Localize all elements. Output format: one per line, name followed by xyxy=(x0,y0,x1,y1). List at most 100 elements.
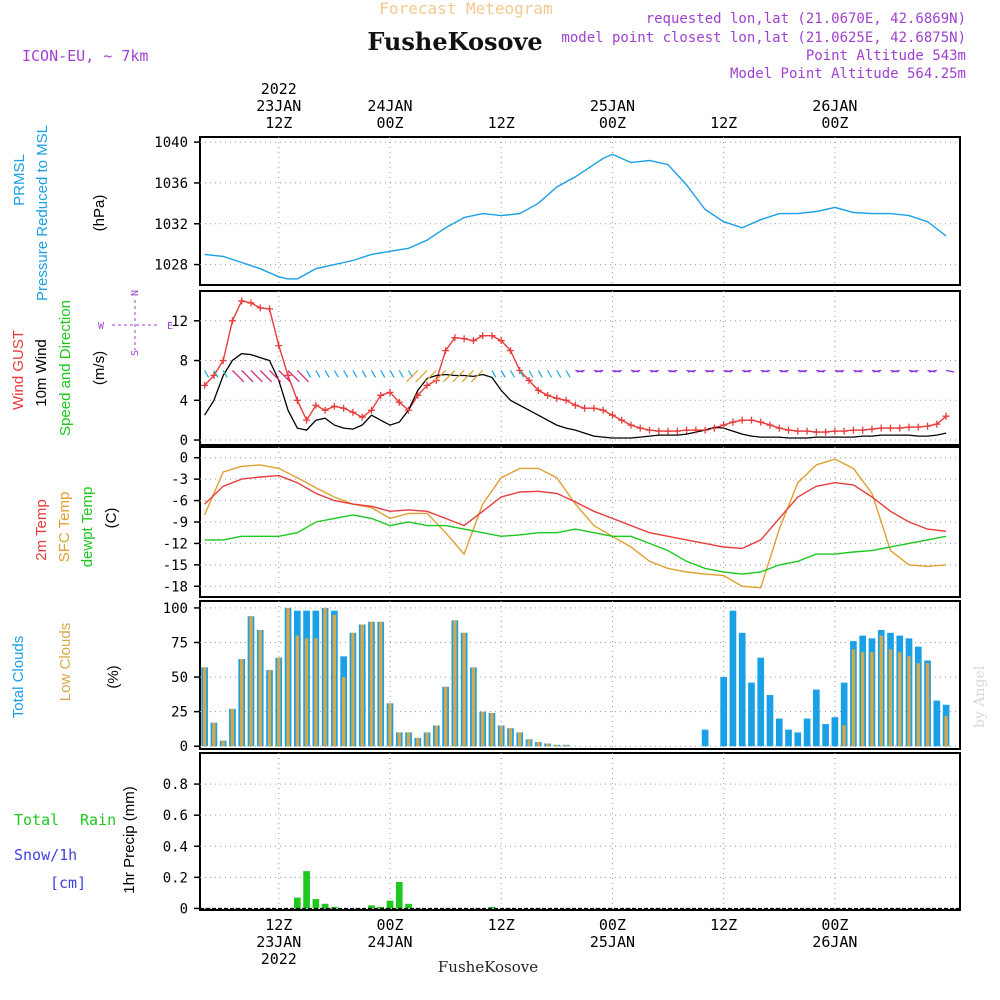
rain-bar xyxy=(395,882,403,909)
wind-direction-arrow xyxy=(595,369,604,373)
rain-bar xyxy=(368,905,375,909)
gust-marker xyxy=(924,422,932,430)
low-cloud-bar xyxy=(434,725,439,747)
low-cloud-bar xyxy=(527,739,531,747)
gust-marker xyxy=(664,427,672,435)
total-cloud-bar xyxy=(840,682,848,747)
temperature-ytick-label: 0 xyxy=(180,451,188,467)
gust-marker xyxy=(553,394,561,402)
rain-bar xyxy=(331,906,338,909)
wind-direction-arrow xyxy=(613,369,622,373)
precip-ytick-label: 0.6 xyxy=(163,808,188,824)
low-cloud-bar xyxy=(861,652,865,747)
low-cloud-bar xyxy=(221,740,225,747)
dewpt-temp-line xyxy=(204,514,947,575)
wind-direction-arrow xyxy=(817,369,826,373)
pressure-frame xyxy=(199,136,961,286)
gust-marker xyxy=(201,381,209,389)
low-cloud-bar xyxy=(416,737,420,747)
wind-direction-arrow xyxy=(259,370,272,383)
clouds-ytick-label: 0 xyxy=(180,739,188,755)
pressure-labels: PRMSL Pressure Reduced to MSL (hPa) xyxy=(11,125,108,301)
pressure-unit: (hPa) xyxy=(91,195,108,232)
wind-direction-arrow xyxy=(232,370,245,383)
wind-direction-arrow xyxy=(509,370,516,378)
gust-marker xyxy=(812,428,820,436)
low-cloud-bar xyxy=(851,649,856,747)
wind-direction-arrow xyxy=(519,370,525,378)
wind-ytick-label: 4 xyxy=(180,393,188,409)
gust-marker xyxy=(627,421,635,429)
gust-marker xyxy=(219,357,227,365)
total-cloud-bar xyxy=(738,632,746,747)
gust-marker xyxy=(247,299,255,307)
clouds-labels: Total Clouds Low Clouds (%) xyxy=(10,623,122,718)
total-cloud-bar xyxy=(701,729,709,747)
wind-direction-arrow xyxy=(491,370,497,378)
low-cloud-bar xyxy=(267,670,272,747)
gust-marker xyxy=(655,427,663,435)
gust-marker xyxy=(488,332,496,340)
wind-frame xyxy=(199,290,961,446)
compass-rose: W E N S xyxy=(98,290,173,356)
clouds-ytick-label: 100 xyxy=(163,601,188,617)
wind-label-b: 10m Wind xyxy=(33,339,50,407)
gust-marker xyxy=(877,424,885,432)
gust-marker xyxy=(673,427,681,435)
wind-direction-arrow xyxy=(743,369,752,373)
wind-direction-arrow xyxy=(443,370,456,383)
low-cloud-bar xyxy=(443,686,448,747)
gust-marker xyxy=(451,334,459,342)
precip-label-d: [cm] xyxy=(50,874,86,892)
low-cloud-bar xyxy=(369,621,374,747)
gust-marker xyxy=(312,401,320,409)
wind-direction-arrow xyxy=(780,369,789,373)
rain-bar xyxy=(386,900,394,909)
gust-marker xyxy=(646,426,654,434)
pressure-ytick-label: 1040 xyxy=(154,135,188,151)
wind-direction-arrow xyxy=(461,370,474,383)
precip-label-a: Total xyxy=(14,811,59,829)
gust-marker xyxy=(729,418,737,426)
rain-bar xyxy=(303,871,310,909)
gust-marker xyxy=(414,391,422,399)
top-time-label: 12Z xyxy=(488,114,515,132)
gust-marker xyxy=(562,396,570,404)
temperature-ytick-label: -15 xyxy=(163,558,188,574)
gust-marker xyxy=(794,427,802,435)
credit-watermark: by Angel xyxy=(972,665,988,728)
wind-direction-arrow xyxy=(433,370,447,383)
wind-direction-arrow xyxy=(324,370,330,378)
closest-coords: model point closest lon,lat (21.0625E, 4… xyxy=(561,30,966,46)
wind-direction-arrow xyxy=(241,370,254,383)
gust-marker xyxy=(896,424,904,432)
gust-marker xyxy=(303,416,311,424)
gust-marker xyxy=(367,406,375,414)
wind-label-c: Speed and Direction xyxy=(57,300,74,436)
rain-bar xyxy=(377,906,385,909)
precip-ytick-label: 0.4 xyxy=(163,839,188,855)
precip-label-b: Rain xyxy=(80,811,116,829)
rain-bar xyxy=(293,897,301,909)
temperature-ytick-label: -9 xyxy=(171,515,188,531)
gust-marker xyxy=(618,416,626,424)
gust-marker xyxy=(581,404,589,412)
low-cloud-bar xyxy=(230,708,235,747)
wind-direction-arrow xyxy=(424,370,437,383)
wind-unit: (m/s) xyxy=(91,351,108,385)
clouds-unit: (%) xyxy=(105,665,122,688)
low-cloud-bar xyxy=(295,635,299,747)
low-cloud-bar xyxy=(490,713,494,747)
wind-direction-arrow xyxy=(537,370,543,378)
gust-marker xyxy=(293,396,301,404)
gust-marker xyxy=(683,426,691,434)
wind-direction-arrow xyxy=(204,370,210,378)
gust-marker xyxy=(228,317,236,325)
wind-direction-arrow xyxy=(576,369,585,373)
compass-e: E xyxy=(167,321,173,332)
total-cloud-bar xyxy=(831,717,839,747)
total-cloud-bar xyxy=(775,718,783,747)
wind-direction-arrow xyxy=(556,370,562,378)
compass-w: W xyxy=(98,321,105,332)
bottom-time-label: 12Z xyxy=(488,916,515,934)
